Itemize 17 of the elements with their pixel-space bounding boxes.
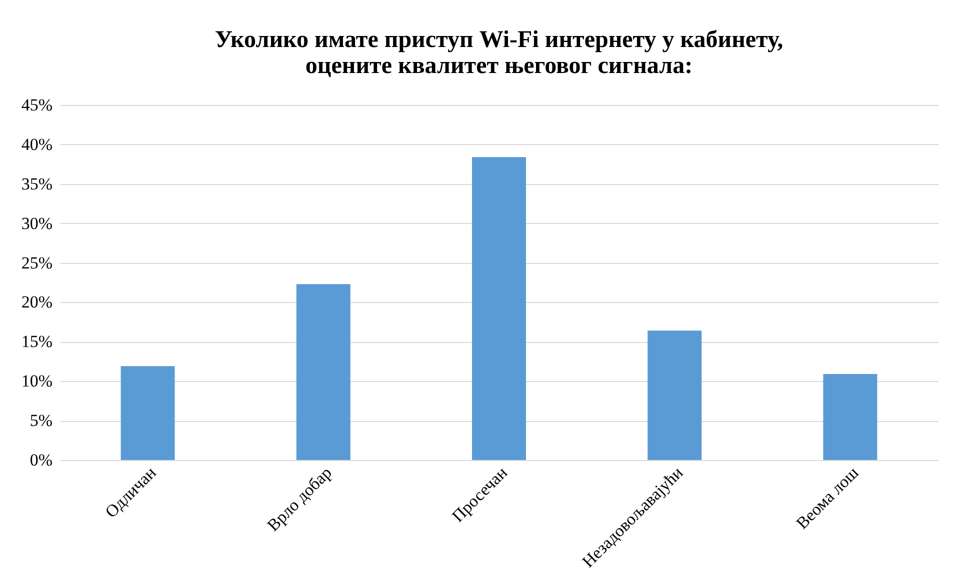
y-tick-label: 5% <box>30 411 52 430</box>
text: оцените квалитет његовог сигнала: <box>305 53 693 79</box>
bar <box>120 366 175 460</box>
y-tick-label: 30% <box>21 214 52 233</box>
y-tick-label: 0% <box>30 450 52 470</box>
y-tick-label: 25% <box>21 253 52 272</box>
bar <box>648 330 702 460</box>
bar <box>472 157 526 460</box>
y-tick-label: 45% <box>21 96 52 114</box>
y-tick-label: 40% <box>21 134 52 154</box>
y-tick-label: 20% <box>21 292 52 312</box>
y-tick-label: 15% <box>21 332 52 352</box>
text: Уколико имате приступ Wi-Fi интернету у кабинету, <box>214 27 784 53</box>
y-tick-label: 10% <box>21 372 52 391</box>
bar <box>296 284 350 460</box>
y-tick-label: 35% <box>21 174 52 194</box>
bar <box>823 374 878 460</box>
